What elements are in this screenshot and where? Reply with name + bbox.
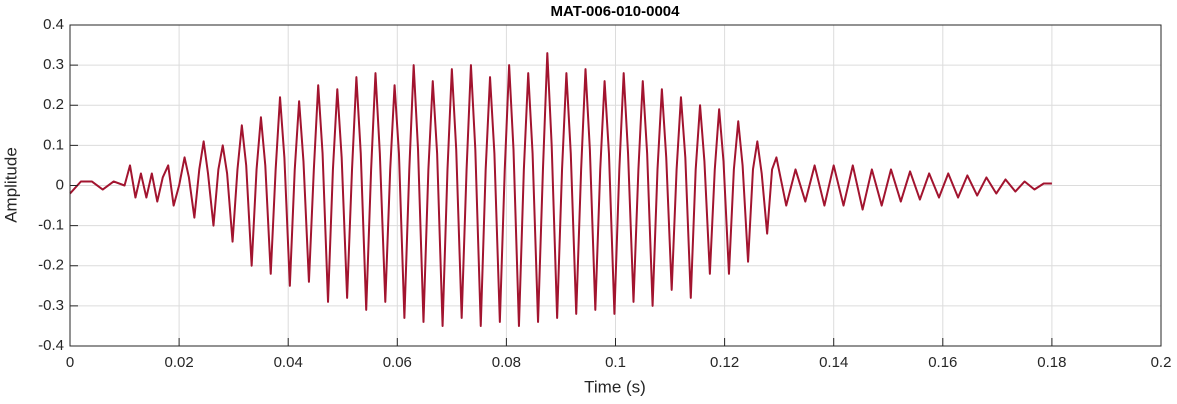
y-tick-label: 0.1: [43, 136, 64, 153]
x-tick-label: 0.14: [819, 354, 848, 371]
x-axis-label: Time (s): [584, 377, 646, 396]
x-tick-label: 0.06: [383, 354, 412, 371]
y-tick-label: -0.2: [38, 257, 64, 274]
x-tick-label: 0.18: [1037, 354, 1066, 371]
ticks: 0 0.02 0.04 0.06 0.08 0.1 0.12 0.14 0.16 0.18 0.2 -…: [38, 16, 1171, 371]
y-tick-label: 0: [56, 176, 64, 193]
x-tick-label: 0.12: [710, 354, 739, 371]
x-tick-label: 0.02: [164, 354, 193, 371]
y-tick-label: 0.3: [43, 56, 64, 73]
y-tick-label: 0.2: [43, 96, 64, 113]
chart-title: MAT-006-010-0004: [551, 3, 681, 20]
y-tick-label: 0.4: [43, 16, 64, 33]
y-axis-label: Amplitude: [1, 147, 20, 223]
signal-line: [69, 52, 1052, 327]
x-tick-label: 0.08: [492, 354, 521, 371]
series: [69, 52, 1052, 327]
y-tick-label: -0.3: [38, 297, 64, 314]
y-tick-label: -0.1: [38, 217, 64, 234]
y-tick-label: -0.4: [38, 337, 64, 354]
x-tick-label: 0.16: [928, 354, 957, 371]
x-tick-label: 0.1: [605, 354, 626, 371]
x-tick-label: 0.2: [1151, 354, 1172, 371]
x-tick-label: 0: [66, 354, 74, 371]
x-tick-label: 0.04: [274, 354, 303, 371]
